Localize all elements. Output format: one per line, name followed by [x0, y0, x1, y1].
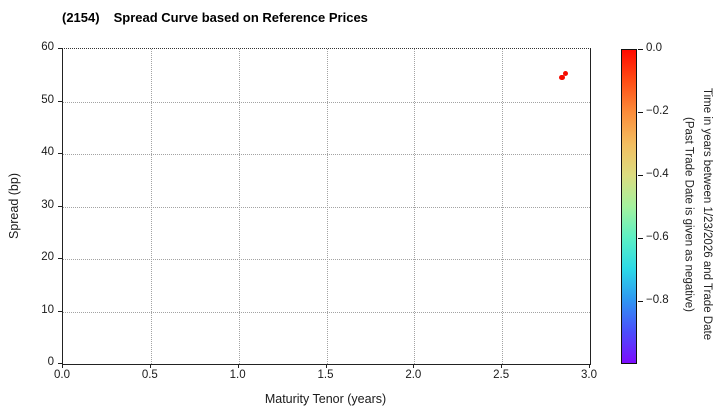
colorbar: [621, 49, 637, 364]
colorbar-tick-mark: [638, 49, 643, 50]
colorbar-tick-mark: [638, 238, 643, 239]
y-tick-mark: [58, 153, 62, 154]
gridline-horizontal: [63, 206, 590, 208]
plot-area: [62, 48, 591, 365]
title-ticker: (2154): [62, 10, 100, 25]
colorbar-tick-label: −0.8: [646, 294, 669, 306]
x-tick-label: 0.0: [54, 369, 70, 381]
colorbar-tick-label: −0.2: [646, 105, 669, 117]
y-tick-mark: [58, 310, 62, 312]
x-axis-label: Maturity Tenor (years): [264, 392, 387, 406]
y-tick-label: 60: [41, 41, 54, 53]
x-tick-label: 1.5: [317, 369, 334, 381]
data-point: [562, 70, 569, 77]
x-tick-label: 0.5: [141, 369, 158, 381]
y-tick-mark: [58, 258, 62, 259]
x-tick-label: 2.0: [405, 369, 422, 381]
y-tick-label: 30: [41, 198, 54, 211]
x-tick-label: 3.0: [581, 369, 597, 381]
colorbar-tick-label: −0.4: [646, 168, 669, 180]
x-tick-mark: [62, 364, 63, 368]
colorbar-label-line1: Time in years between 1/23/2026 and Trad…: [701, 87, 713, 341]
colorbar-tick-mark: [638, 301, 643, 302]
y-tick-label: 0: [47, 356, 54, 368]
y-tick-label: 40: [41, 146, 54, 158]
y-tick-mark: [58, 100, 62, 102]
y-tick-label: 20: [41, 251, 54, 263]
gridline-horizontal: [63, 101, 590, 103]
gridline-horizontal: [63, 311, 590, 313]
y-tick-label: 10: [41, 303, 54, 316]
data-point: [559, 74, 565, 81]
y-tick-label: 50: [41, 93, 54, 106]
colorbar-tick-mark: [638, 112, 643, 113]
gridline-horizontal: [63, 154, 590, 155]
x-tick-mark: [237, 364, 239, 368]
chart-title: (2154) Spread Curve based on Reference Pr…: [62, 10, 368, 25]
x-tick-label: 2.5: [493, 369, 510, 381]
x-tick-mark: [413, 364, 415, 368]
y-tick-mark: [58, 48, 62, 49]
colorbar-label-line2: (Past Trade Date is given as negative): [682, 116, 695, 312]
x-tick-mark: [589, 364, 590, 368]
colorbar-label: Time in years between 1/23/2026 and Trad…: [668, 34, 716, 394]
y-tick-mark: [58, 363, 62, 364]
gridline-horizontal: [63, 259, 590, 260]
y-tick-mark: [58, 205, 62, 207]
colorbar-tick-mark: [638, 175, 643, 176]
x-tick-mark: [325, 364, 327, 368]
title-text: Spread Curve based on Reference Prices: [113, 10, 368, 25]
x-tick-mark: [501, 364, 503, 368]
x-tick-mark: [149, 364, 151, 368]
x-tick-label: 1.0: [229, 369, 246, 381]
colorbar-tick-label: −0.6: [646, 231, 669, 243]
colorbar-tick-label: 0.0: [646, 42, 662, 54]
